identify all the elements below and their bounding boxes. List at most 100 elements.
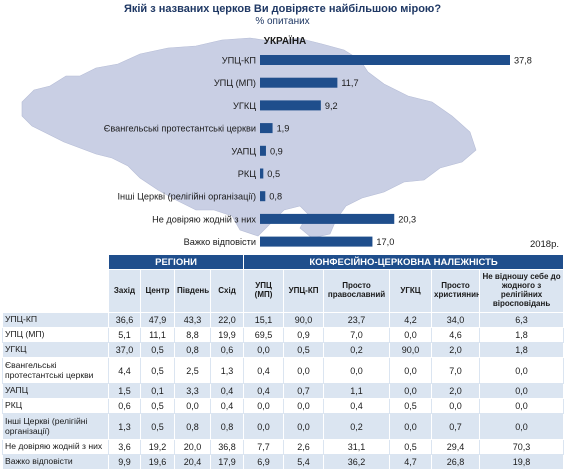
table-cell: 4,6 xyxy=(431,327,481,343)
table-cell: 19,2 xyxy=(140,439,175,455)
table-cell: 8,8 xyxy=(174,327,211,343)
table-cell: 0,0 xyxy=(323,357,391,384)
table-cell: 1,8 xyxy=(479,342,565,358)
table-cell: 34,0 xyxy=(431,312,481,328)
year-label: 2018р. xyxy=(529,239,559,250)
table-cell: 0,0 xyxy=(389,413,433,440)
bar-category-label: УПЦ (МП) xyxy=(214,78,256,88)
table-cell: 22,0 xyxy=(209,312,245,328)
row-label: РКЦ xyxy=(2,398,109,414)
table-cell: 19,8 xyxy=(479,454,565,470)
table-cell: 0,6 xyxy=(108,398,141,414)
table-cell: 4,7 xyxy=(389,454,433,470)
bar-category-label: УАПЦ xyxy=(231,146,256,156)
bar-value-label: 11,7 xyxy=(341,78,358,88)
table-cell: 5,4 xyxy=(283,454,325,470)
column-header: Просто православний xyxy=(323,269,391,313)
table-cell: 43,3 xyxy=(174,312,211,328)
table-cell: 0,5 xyxy=(140,413,175,440)
column-header: Захід xyxy=(108,269,141,313)
table-row: Євангельські протестантські церкви 4,4 0,5… xyxy=(2,357,565,384)
bar-category-label: Інші Церкві (релігійні організації) xyxy=(118,192,257,202)
table-row: УГКЦ 37,0 0,5 0,8 0,6 0,0 0,5 0,2 90,0 2,0 1,8 xyxy=(2,342,565,358)
table-cell: 19,6 xyxy=(140,454,175,470)
table-cell: 0,0 xyxy=(431,398,481,414)
bar-chart: УКРАЇНА УПЦ-КП 37,8 УПЦ (МП) 11,7 УГКЦ 9,2 Єва… xyxy=(21,34,532,247)
row-label: УПЦ (МП) xyxy=(2,327,109,343)
column-header: Південь xyxy=(174,269,211,313)
table-cell: 90,0 xyxy=(283,312,325,328)
table-cell: 0,8 xyxy=(174,413,211,440)
table-cell: 0,4 xyxy=(243,357,285,384)
bar-value-label: 0,8 xyxy=(269,192,282,202)
table-cell: 0,2 xyxy=(323,342,391,358)
table-cell: 23,7 xyxy=(323,312,391,328)
table-cell: 0,5 xyxy=(140,398,175,414)
table-cell: 0,8 xyxy=(209,413,245,440)
row-label: УГКЦ xyxy=(2,342,109,358)
table-cell: 0,8 xyxy=(174,342,211,358)
table-cell: 0,0 xyxy=(243,342,285,358)
table-row: Не довіряю жодній з них 3,6 19,2 20,0 36,8 7,… xyxy=(2,439,565,455)
row-label: Інші Церкві (релігійні організації) xyxy=(2,413,109,440)
table-cell: 0,0 xyxy=(243,398,285,414)
table-cell: 5,1 xyxy=(108,327,141,343)
row-label: Важко відповісти xyxy=(2,454,109,470)
bar xyxy=(260,236,373,247)
table-row: Інші Церкві (релігійні організації) 1,3 0,… xyxy=(2,413,565,440)
column-header: УПЦ-КП xyxy=(283,269,325,313)
table-cell: 1,3 xyxy=(108,413,141,440)
table-cell: 6,9 xyxy=(243,454,285,470)
bar-category-label: Євангельські протестантські церкви xyxy=(104,124,256,134)
data-table: РЕГІОНИ КОНФЕСІЙНО-ЦЕРКОВНА НАЛЕЖНІСТЬ З… xyxy=(2,254,565,470)
table-cell: 37,0 xyxy=(108,342,141,358)
table-cell: 0,9 xyxy=(283,327,325,343)
table-cell: 7,0 xyxy=(323,327,391,343)
table-row: УПЦ (МП) 5,1 11,1 8,8 19,9 69,5 0,9 7,0 0,0 4,6 1,… xyxy=(2,327,565,343)
bar-category-label: УПЦ-КП xyxy=(222,56,256,66)
column-header: УГКЦ xyxy=(389,269,433,313)
table-cell: 1,1 xyxy=(323,383,391,399)
bar-value-label: 1,9 xyxy=(277,124,290,134)
table-cell: 0,1 xyxy=(140,383,175,399)
bar xyxy=(260,213,395,224)
table-cell: 0,0 xyxy=(479,357,565,384)
table-cell: 0,7 xyxy=(431,413,481,440)
table-cell: 0,5 xyxy=(140,342,175,358)
table-cell: 17,9 xyxy=(209,454,245,470)
table-cell: 4,2 xyxy=(389,312,433,328)
table-cell: 0,0 xyxy=(174,398,211,414)
bar-category-label: Не довіряю жодній з них xyxy=(152,214,256,224)
table-cell: 36,6 xyxy=(108,312,141,328)
table-cell: 2,6 xyxy=(283,439,325,455)
table-cell: 36,8 xyxy=(209,439,245,455)
bar-value-label: 17,0 xyxy=(376,237,394,247)
table-cell: 0,6 xyxy=(209,342,245,358)
column-header: УПЦ (МП) xyxy=(243,269,285,313)
table-cell: 0,4 xyxy=(209,398,245,414)
table-cell: 0,0 xyxy=(479,413,565,440)
table-cell: 7,0 xyxy=(431,357,481,384)
table-cell: 11,1 xyxy=(140,327,175,343)
bar-value-label: 37,8 xyxy=(514,56,532,66)
table-cell: 2,0 xyxy=(431,342,481,358)
table-cell: 0,4 xyxy=(323,398,391,414)
table-cell: 0,0 xyxy=(389,357,433,384)
column-header: Просто християнин xyxy=(431,269,481,313)
table-cell: 15,1 xyxy=(243,312,285,328)
row-label: Не довіряю жодній з них xyxy=(2,439,109,455)
table-cell: 70,3 xyxy=(479,439,565,455)
bar-value-label: 9,2 xyxy=(325,101,338,111)
table-cell: 0,0 xyxy=(283,357,325,384)
table-cell: 0,0 xyxy=(283,413,325,440)
table-cell: 0,5 xyxy=(389,398,433,414)
table-row: УАПЦ 1,5 0,1 3,3 0,4 0,4 0,7 1,1 0,0 2,0 0,0 xyxy=(2,383,565,399)
table-cell: 6,3 xyxy=(479,312,565,328)
row-label: УАПЦ xyxy=(2,383,109,399)
chart-title: Якій з названих церков Ви довіряєте найб… xyxy=(123,3,442,15)
table-cell: 1,8 xyxy=(479,327,565,343)
table-cell: 3,6 xyxy=(108,439,141,455)
bar xyxy=(260,191,266,202)
table-cell: 36,2 xyxy=(323,454,391,470)
table-cell: 2,0 xyxy=(431,383,481,399)
